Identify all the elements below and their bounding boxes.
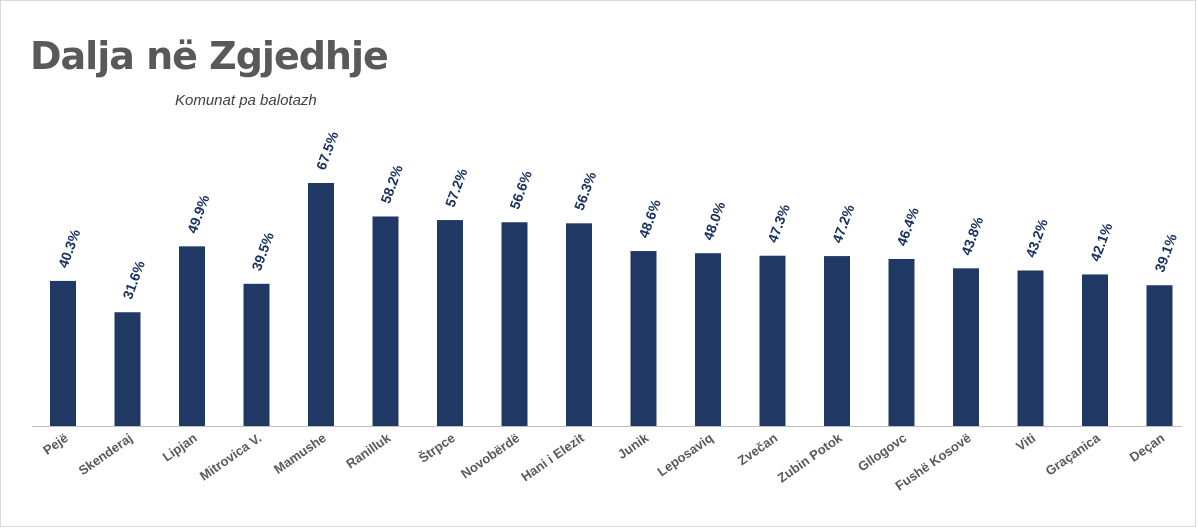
- category-label-4: Mamushe: [271, 430, 329, 477]
- category-label-2: Lipjan: [160, 430, 200, 464]
- value-label-9: 48.6%: [635, 197, 664, 240]
- category-label-12: Zubin Potok: [775, 430, 846, 486]
- bar-9: [630, 251, 657, 426]
- chart-subtitle: Komunat pa balotazh: [175, 92, 317, 109]
- category-label-6: Štrpce: [416, 430, 458, 465]
- value-label-11: 47.3%: [764, 201, 793, 244]
- bar-17: [1146, 285, 1173, 426]
- value-label-4: 67.5%: [313, 129, 342, 172]
- bar-6: [437, 220, 463, 426]
- category-label-17: Deçan: [1127, 430, 1168, 465]
- bar-4: [308, 183, 334, 426]
- category-label-3: Mitrovica V.: [197, 430, 264, 483]
- category-label-16: Graçanica: [1043, 430, 1104, 479]
- bar-14: [953, 268, 979, 426]
- value-label-12: 47.2%: [829, 202, 858, 245]
- category-label-7: Novobërdë: [458, 430, 522, 481]
- value-label-16: 42.1%: [1087, 220, 1116, 263]
- value-label-0: 40.3%: [55, 227, 84, 270]
- value-label-1: 31.6%: [119, 258, 148, 301]
- value-label-10: 48.0%: [700, 199, 729, 242]
- bar-3: [243, 283, 270, 426]
- category-label-0: Pejë: [40, 430, 71, 458]
- category-label-8: Hani i Elezit: [518, 430, 587, 485]
- value-label-7: 56.6%: [506, 168, 535, 211]
- bar-0: [50, 280, 76, 426]
- value-label-5: 58.2%: [377, 162, 406, 205]
- category-label-13: Gllogovc: [855, 430, 909, 474]
- bar-10: [695, 253, 721, 426]
- bar-15: [1017, 270, 1044, 426]
- category-label-15: Viti: [1013, 430, 1038, 454]
- value-label-17: 39.1%: [1151, 231, 1180, 274]
- bar-7: [501, 222, 528, 426]
- bars-group: [50, 183, 1173, 426]
- value-label-6: 57.2%: [442, 166, 471, 209]
- bar-8: [566, 223, 592, 426]
- bar-12: [824, 256, 850, 426]
- category-label-1: Skenderaj: [76, 430, 136, 478]
- category-label-5: Ranilluk: [343, 430, 394, 472]
- bar-16: [1082, 274, 1108, 426]
- bar-1: [114, 312, 141, 426]
- category-label-9: Junik: [615, 430, 652, 462]
- bar-13: [888, 258, 915, 426]
- category-label-11: Zvečan: [735, 430, 780, 468]
- category-label-10: Leposaviq: [654, 430, 715, 479]
- value-label-13: 46.4%: [893, 205, 922, 248]
- chart-title: Dalja në Zgjedhje: [30, 34, 389, 78]
- value-label-8: 56.3%: [571, 169, 600, 212]
- value-labels-group: 40.3% 31.6% 49.9% 39.5% 67.5% 58.2% 57.2% 56.6%…: [55, 129, 1180, 302]
- bar-2: [179, 246, 205, 426]
- value-label-2: 49.9%: [184, 192, 213, 235]
- value-label-15: 43.2%: [1022, 216, 1051, 259]
- bar-5: [372, 216, 399, 426]
- value-label-14: 43.8%: [958, 214, 987, 257]
- bar-11: [759, 255, 786, 426]
- value-label-3: 39.5%: [248, 230, 277, 273]
